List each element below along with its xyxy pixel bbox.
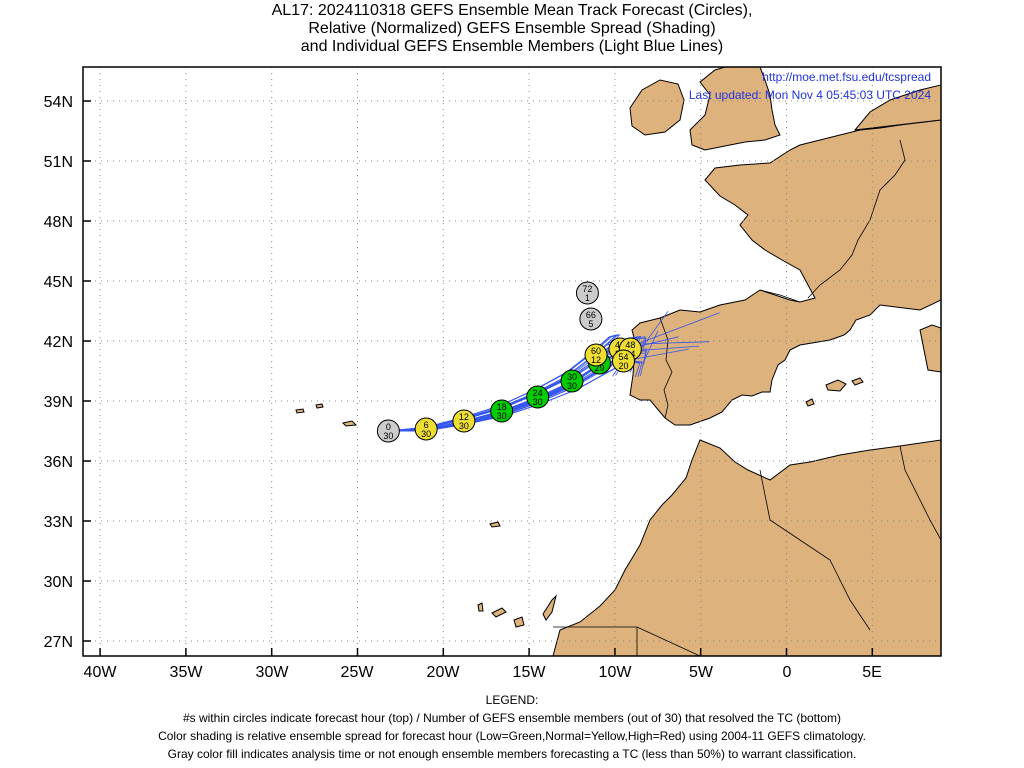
forecast-hour-label: 0 <box>386 422 391 432</box>
land-azores-pico <box>295 408 305 414</box>
ensemble-member-line <box>388 337 647 432</box>
lon-label-20w: 20W <box>427 664 461 681</box>
lat-label-45n: 45N <box>44 274 73 291</box>
track-circle <box>611 349 635 373</box>
land-canaries-grancanaria <box>513 616 525 628</box>
lon-label-25w: 25W <box>341 664 375 681</box>
lat-label-30n: 30N <box>44 574 73 591</box>
land-canaries-lapalma <box>477 602 484 612</box>
axis-ticks <box>83 100 874 656</box>
land-canaries-tenerife <box>491 607 507 618</box>
member-count-label: 29 <box>594 363 604 373</box>
lat-label-48n: 48N <box>44 214 73 231</box>
forecast-hour-label: 12 <box>459 412 469 422</box>
land-britain <box>689 67 781 151</box>
member-count-label: 1 <box>585 293 590 303</box>
forecast-hour-label: 66 <box>586 310 596 320</box>
land-north-africa <box>552 439 941 656</box>
lon-label-30w: 30W <box>256 664 290 681</box>
member-count-label: 30 <box>533 397 543 407</box>
lat-label-42n: 42N <box>44 334 73 351</box>
member-count-label: 30 <box>459 421 469 431</box>
land-ibiza <box>805 398 815 407</box>
lat-label-36n: 36N <box>44 454 73 471</box>
member-count-label: 12 <box>591 355 601 365</box>
lat-label-39n: 39N <box>44 394 73 411</box>
land-sardinia <box>919 324 941 373</box>
member-count-label: 30 <box>421 429 431 439</box>
forecast-hour-label: 48 <box>625 340 635 350</box>
land-ireland <box>629 79 685 136</box>
title-line-2: Relative (Normalized) GEFS Ensemble Spre… <box>308 20 716 37</box>
legend-line-3: Gray color fill indicates analysis time … <box>167 747 857 761</box>
source-url-text[interactable]: http://moe.met.fsu.edu/tcspread <box>762 70 931 84</box>
track-circle <box>452 409 476 433</box>
track-point: 630 <box>414 417 438 441</box>
member-count-label: 20 <box>618 361 628 371</box>
lat-label-33n: 33N <box>44 514 73 531</box>
track-circle <box>575 281 599 305</box>
member-count-label: 5 <box>588 319 593 329</box>
legend-line-1: #s within circles indicate forecast hour… <box>182 711 842 725</box>
forecast-hour-label: 24 <box>533 388 543 398</box>
land-iberia-france <box>629 119 941 426</box>
lon-label-10w: 10W <box>599 664 633 681</box>
forecast-hour-label: 6 <box>424 420 429 430</box>
title-line-3: and Individual GEFS Ensemble Members (Li… <box>300 38 724 55</box>
lon-label-5e: 5E <box>862 664 882 681</box>
land-madeira <box>489 521 501 528</box>
track-circle <box>584 343 608 367</box>
lon-label-0: 0 <box>783 664 792 681</box>
track-circle <box>560 369 584 393</box>
track-point: 665 <box>579 307 603 331</box>
member-count-label: 30 <box>567 381 577 391</box>
member-count-label: 30 <box>383 431 393 441</box>
track-circle <box>526 385 550 409</box>
track-circle <box>579 307 603 331</box>
title-line-1: AL17: 2024110318 GEFS Ensemble Mean Trac… <box>271 2 753 19</box>
lat-label-54n: 54N <box>44 94 73 111</box>
lon-axis-labels: 40W 35W 30W 25W 20W 15W 10W 5W 0 5E <box>84 664 882 681</box>
land-menorca <box>851 377 864 386</box>
plot-frame <box>82 66 942 657</box>
lat-axis-labels: 54N 51N 48N 45N 42N 39N 36N 33N 30N 27N <box>44 94 73 651</box>
forecast-hour-label: 54 <box>618 352 628 362</box>
lon-label-40w: 40W <box>84 664 118 681</box>
forecast-hour-label: 72 <box>582 284 592 294</box>
track-point: 721 <box>575 281 599 305</box>
lat-label-51n: 51N <box>44 154 73 171</box>
lon-label-35w: 35W <box>170 664 204 681</box>
track-circle <box>414 417 438 441</box>
forecast-hour-label: 30 <box>567 372 577 382</box>
forecast-hour-label: 18 <box>497 402 507 412</box>
land-mallorca <box>825 379 847 392</box>
legend-heading: LEGEND: <box>485 693 539 707</box>
track-circle <box>490 399 514 423</box>
lon-label-15w: 15W <box>513 664 547 681</box>
land-northsea-coast <box>853 84 941 131</box>
member-count-label: 30 <box>497 411 507 421</box>
country-borders <box>553 139 941 656</box>
lat-label-27n: 27N <box>44 634 73 651</box>
land-layer <box>295 67 941 656</box>
forecast-hour-label: 60 <box>591 346 601 356</box>
track-circle <box>376 419 400 443</box>
ensemble-mean-track: 0306301230183024303030362942264824542060… <box>376 281 642 443</box>
land-canaries-fuerteventura <box>542 594 557 621</box>
lon-label-5w: 5W <box>689 664 714 681</box>
legend-line-2: Color shading is relative ensemble sprea… <box>158 729 866 743</box>
land-azores-terceira <box>315 403 324 409</box>
last-updated-text: Last updated: Mon Nov 4 05:45:03 UTC 202… <box>689 88 931 102</box>
land-azores-saomiguel <box>342 420 358 427</box>
ensemble-member-line <box>388 334 618 432</box>
track-point: 030 <box>376 419 400 443</box>
